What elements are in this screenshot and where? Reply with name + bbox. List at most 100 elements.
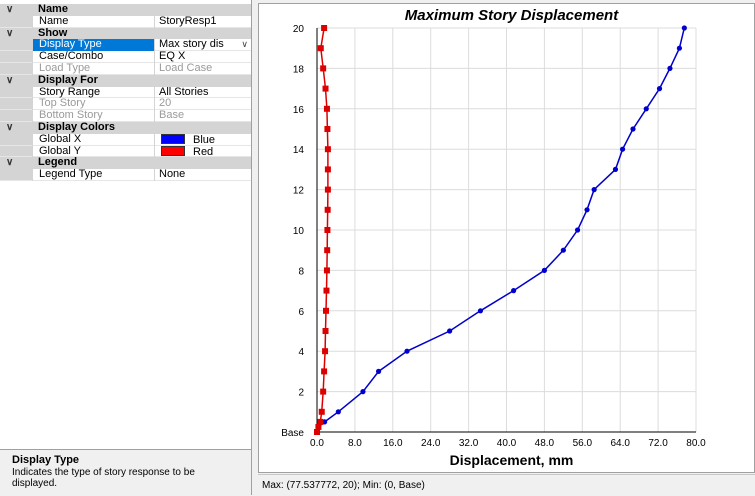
row-gutter — [0, 169, 32, 180]
y-tick-label: 16 — [293, 105, 305, 116]
property-value[interactable]: Max story dis ∨ — [154, 39, 251, 52]
property-value-text: Base — [159, 110, 185, 122]
data-point-square — [324, 166, 331, 173]
row-gutter — [0, 15, 32, 27]
row-gutter — [0, 51, 32, 62]
data-point-square — [324, 146, 331, 153]
data-point-square — [320, 65, 327, 72]
x-tick-label: 40.0 — [497, 438, 517, 449]
property-value[interactable]: Red — [154, 145, 251, 159]
x-tick-label: 24.0 — [421, 438, 441, 449]
property-value[interactable]: Blue — [154, 133, 251, 147]
data-point-square — [324, 227, 331, 233]
row-gutter — [0, 110, 32, 121]
category-show[interactable]: ∨ Show — [0, 27, 251, 40]
property-grid-panel: ∨ Name Name StoryResp1 ∨ Show Display Type Max … — [0, 0, 252, 495]
property-row-case-combo[interactable]: Case/Combo EQ X — [0, 50, 251, 63]
x-axis-title: Displacement, mm — [450, 452, 574, 468]
category-label: Display Colors — [38, 120, 116, 133]
property-row-name[interactable]: Name StoryResp1 — [0, 15, 251, 28]
data-point-square — [321, 368, 328, 375]
data-point-square — [324, 186, 331, 193]
property-value: 20 — [154, 98, 251, 111]
collapse-chevron-icon[interactable]: ∨ — [6, 74, 14, 86]
data-point-square — [318, 408, 325, 415]
category-display-colors[interactable]: ∨ Display Colors — [0, 120, 251, 134]
x-tick-label: 32.0 — [459, 438, 479, 449]
property-grid: ∨ Name Name StoryResp1 ∨ Show Display Type Max … — [0, 3, 251, 181]
y-tick-label: 6 — [298, 307, 304, 318]
data-point-circle — [560, 247, 566, 253]
x-tick-label: 16.0 — [383, 438, 403, 449]
property-value-text: StoryResp1 — [159, 15, 217, 27]
collapse-chevron-icon[interactable]: ∨ — [6, 157, 14, 169]
property-row-story-range[interactable]: Story Range All Stories — [0, 86, 251, 99]
row-gutter — [0, 133, 32, 145]
dropdown-arrow-icon[interactable]: ∨ — [241, 39, 248, 50]
property-value[interactable]: StoryResp1 — [154, 15, 251, 28]
data-point-circle — [511, 288, 517, 294]
color-swatch[interactable] — [161, 133, 185, 144]
row-gutter — [0, 86, 32, 98]
data-point-square — [320, 388, 327, 395]
collapse-chevron-icon[interactable]: ∨ — [6, 27, 14, 39]
data-point-circle — [630, 126, 636, 132]
property-row-legend-type[interactable]: Legend Type None — [0, 168, 251, 181]
data-point-circle — [375, 368, 382, 374]
data-point-square — [322, 348, 329, 355]
property-row-bottom-story[interactable]: Bottom Story Base — [0, 109, 251, 122]
x-tick-label: 8.0 — [348, 438, 362, 449]
property-value-text: None — [159, 169, 186, 181]
data-point-circle — [335, 409, 341, 415]
chart-panel: Maximum Story Displacement 0.0 8.0 16.0 24.0… — [258, 3, 755, 473]
color-swatch[interactable] — [161, 145, 185, 156]
collapse-chevron-icon[interactable]: ∨ — [6, 121, 14, 133]
property-name: Global Y — [32, 145, 154, 158]
property-name: Load Type — [32, 62, 154, 75]
data-point-square — [317, 45, 324, 52]
data-point-square — [323, 307, 330, 314]
property-value[interactable]: None — [154, 169, 251, 181]
collapse-chevron-icon[interactable]: ∨ — [6, 4, 14, 15]
property-name: Legend Type — [32, 168, 154, 181]
status-bar: Max: (77.537772, 20); Min: (0, Base) — [258, 474, 755, 495]
row-gutter — [0, 145, 32, 157]
description-box: Display Type Indicates the type of story… — [0, 449, 251, 495]
property-name: Bottom Story — [32, 109, 154, 122]
y-tick-label: 12 — [293, 186, 305, 197]
x-tick-label: 56.0 — [573, 438, 593, 449]
property-row-top-story[interactable]: Top Story 20 — [0, 98, 251, 111]
data-point-circle — [676, 45, 683, 51]
x-tick-label: 80.0 — [686, 438, 706, 449]
data-point-square — [323, 105, 330, 112]
property-value-text: Max story dis — [159, 39, 224, 51]
property-value[interactable]: All Stories — [154, 86, 251, 99]
property-row-global-y[interactable]: Global Y Red — [0, 145, 251, 159]
property-value-text: All Stories — [159, 86, 209, 98]
property-row-global-x[interactable]: Global X Blue — [0, 133, 251, 147]
story-displacement-chart: Maximum Story Displacement 0.0 8.0 16.0 24.0… — [281, 7, 706, 468]
property-row-load-type[interactable]: Load Type Load Case — [0, 62, 251, 75]
data-point-circle — [591, 187, 597, 193]
property-value-text: Blue — [193, 133, 216, 146]
data-point-square — [314, 429, 320, 435]
property-name: Name — [32, 15, 154, 28]
category-label: Name — [38, 3, 68, 15]
property-name: Display Type — [32, 39, 154, 52]
data-point-square — [322, 328, 329, 334]
category-display-for[interactable]: ∨ Display For — [0, 74, 251, 87]
data-point-circle — [619, 146, 626, 152]
property-value: Base — [154, 110, 251, 122]
data-point-circle — [643, 106, 649, 112]
data-point-square — [321, 25, 328, 31]
category-legend[interactable]: ∨ Legend — [0, 156, 251, 170]
category-name[interactable]: ∨ Name — [0, 3, 251, 16]
status-text: Max: (77.537772, 20); Min: (0, Base) — [262, 480, 425, 491]
property-name: Story Range — [32, 86, 154, 99]
property-value-text: Red — [193, 145, 214, 158]
property-row-display-type[interactable]: Display Type Max story dis ∨ — [0, 39, 251, 52]
row-gutter — [0, 98, 32, 110]
property-value[interactable]: EQ X — [154, 51, 251, 63]
property-value-text: 20 — [159, 98, 172, 110]
category-label: Legend — [38, 156, 78, 169]
